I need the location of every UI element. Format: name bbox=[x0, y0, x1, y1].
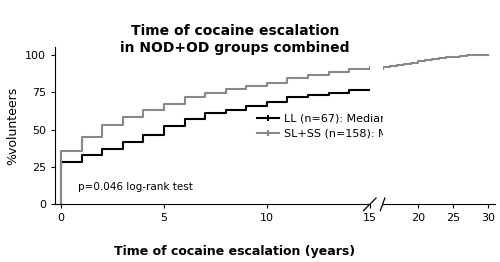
Y-axis label: %volunteers: %volunteers bbox=[6, 87, 20, 165]
Text: Time of cocaine escalation (years): Time of cocaine escalation (years) bbox=[114, 245, 356, 258]
Text: Time of cocaine escalation
in NOD+OD groups combined: Time of cocaine escalation in NOD+OD gro… bbox=[120, 24, 350, 55]
Text: p=0.046 log-rank test: p=0.046 log-rank test bbox=[78, 182, 192, 192]
Legend: LL (n=67): Median=6 years, SL+SS (n=158): Median=2 years: LL (n=67): Median=6 years, SL+SS (n=158)… bbox=[252, 109, 474, 144]
